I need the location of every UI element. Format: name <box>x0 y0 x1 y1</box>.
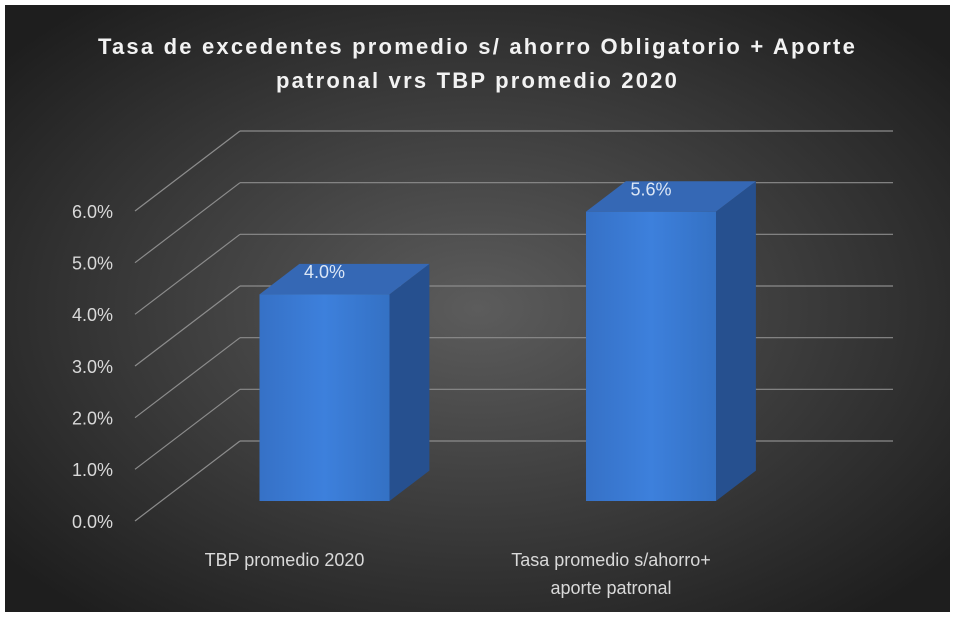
data-label: 4.0% <box>304 262 345 282</box>
data-label: 5.6% <box>630 179 671 199</box>
grid-line-diagonal <box>134 130 241 212</box>
grid-line-diagonal <box>134 388 241 470</box>
chart-background <box>5 5 950 612</box>
bar <box>259 294 390 501</box>
y-tick-label: 4.0% <box>72 305 113 325</box>
grid-line-diagonal <box>134 285 241 367</box>
y-tick-label: 6.0% <box>72 202 113 222</box>
y-tick-label: 5.0% <box>72 253 113 273</box>
y-tick-label: 1.0% <box>72 460 113 480</box>
bar-top <box>586 181 756 212</box>
grid-line-diagonal <box>134 337 241 419</box>
bar-top <box>259 263 430 295</box>
y-tick-label: 2.0% <box>72 408 113 428</box>
x-tick-label: Tasa promedio s/ahorro+ aporte patronal <box>511 550 711 598</box>
bar-side <box>716 181 756 501</box>
bar <box>586 211 716 501</box>
grid-line-diagonal <box>134 233 241 315</box>
y-tick-label: 3.0% <box>72 357 113 377</box>
y-tick-label: 0.0% <box>72 512 113 532</box>
grid-line-diagonal <box>134 182 241 264</box>
x-tick-label: TBP promedio 2020 <box>204 550 365 570</box>
grid-line-diagonal <box>134 440 241 522</box>
bar-side <box>389 263 430 501</box>
chart-title: Tasa de excedentes promedio s/ ahorro Ob… <box>97 34 858 93</box>
